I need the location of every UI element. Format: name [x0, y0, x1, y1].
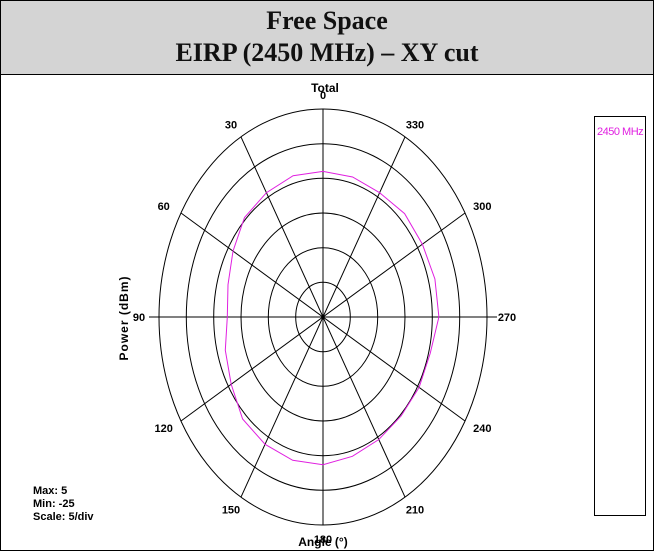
x-axis-label: Angle (°): [298, 535, 347, 549]
angle-tick-labels: 0 30 60 90 120 150 180 210 240 270 300 330: [133, 90, 516, 546]
grid-spoke: [240, 136, 406, 498]
legend: 2450 MHz: [594, 116, 646, 516]
plot-header: Free Space EIRP (2450 MHz) – XY cut: [1, 1, 653, 75]
angle-tick-label: 270: [498, 312, 516, 324]
stat-scale: Scale: 5/div: [33, 511, 94, 523]
angle-tick-label: 240: [473, 423, 491, 435]
angle-tick-label: 0: [320, 90, 326, 102]
angle-tick-label: 180: [314, 534, 332, 546]
angle-tick-label: 60: [158, 201, 170, 213]
series-line-2450-mhz: [224, 170, 440, 466]
scale-stats: Max: 5 Min: -25 Scale: 5/div: [33, 485, 94, 524]
polar-grid: [149, 108, 497, 526]
angle-tick-label: 150: [222, 504, 240, 516]
header-title-line1: Free Space: [266, 6, 388, 35]
series-layer: [224, 170, 440, 466]
angle-tick-label: 30: [225, 120, 237, 132]
chart-title: Total: [311, 81, 339, 95]
stat-max: Max: 5: [33, 485, 68, 497]
header-title-line2: EIRP (2450 MHz) – XY cut: [175, 38, 479, 67]
stat-min: Min: -25: [33, 498, 75, 510]
angle-tick-label: 90: [133, 312, 145, 324]
angle-tick-label: 300: [473, 201, 491, 213]
legend-item-2450-mhz: 2450 MHz: [597, 126, 644, 138]
angle-tick-label: 330: [406, 120, 424, 132]
angle-tick-label: 210: [406, 504, 424, 516]
y-axis-label: Power (dBm): [117, 275, 131, 360]
angle-tick-label: 120: [155, 423, 173, 435]
